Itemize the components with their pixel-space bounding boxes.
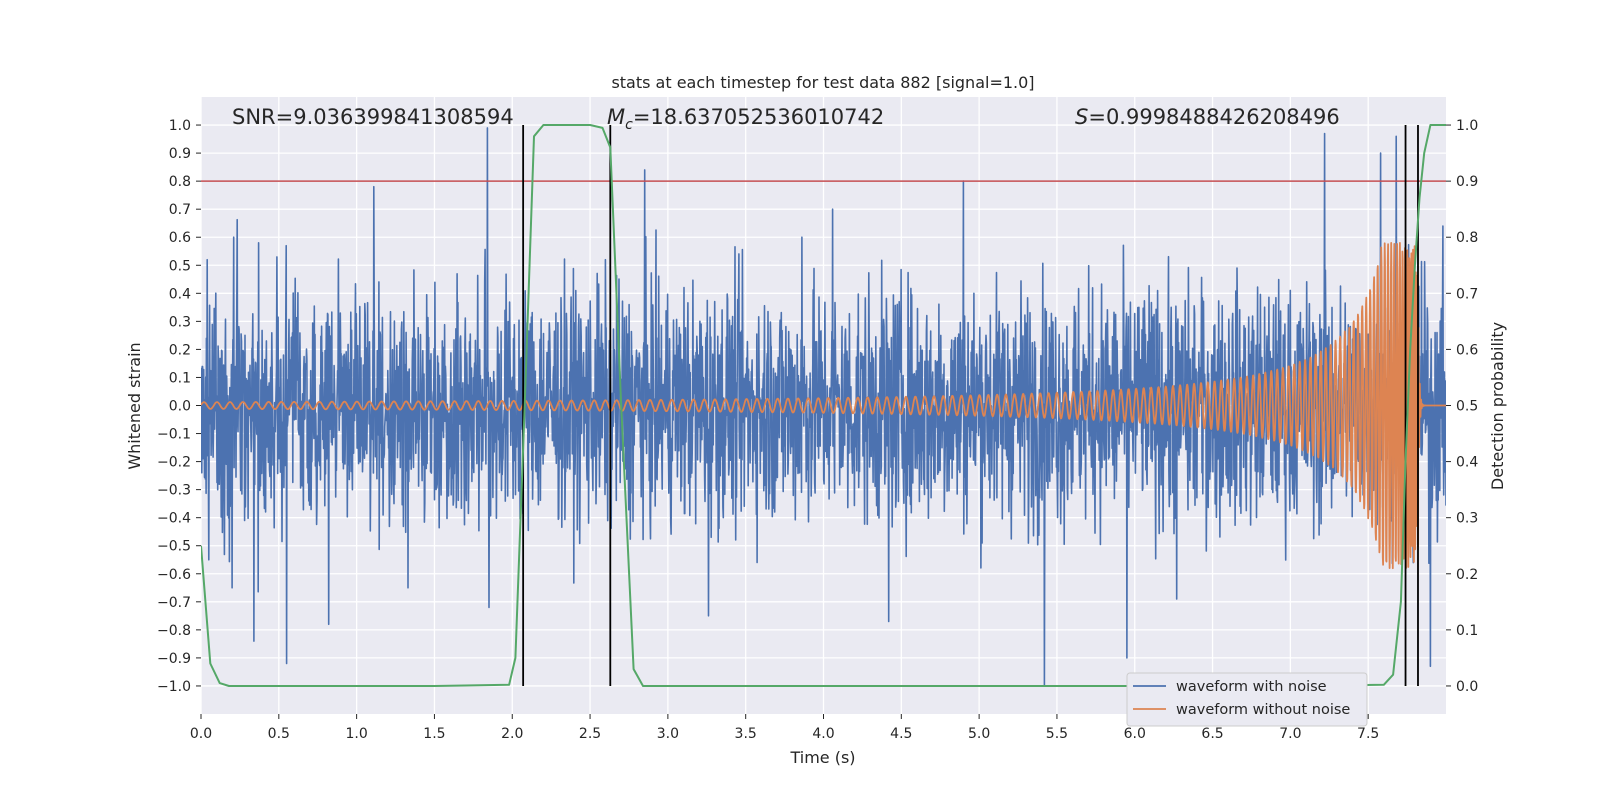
series-detection-probability xyxy=(201,124,1446,687)
y-axis-label: Whitened strain xyxy=(125,342,144,469)
y-tick-label: 0.4 xyxy=(169,286,191,302)
x-tick-label: 6.0 xyxy=(1124,726,1146,742)
score-value: =0.9998488426208496 xyxy=(1088,105,1339,129)
x-tick-label: 6.5 xyxy=(1201,726,1223,742)
x-tick-label: 2.5 xyxy=(579,726,601,742)
y-tick-label: 0.2 xyxy=(169,342,191,358)
y-tick-label: 0.1 xyxy=(169,370,191,386)
legend-box xyxy=(1126,672,1368,727)
y-tick-label: −0.9 xyxy=(157,651,191,667)
x-tick-label: 3.5 xyxy=(735,726,757,742)
y-tick-label: 0.7 xyxy=(169,202,191,218)
score-annotation: S=0.9998488426208496 xyxy=(1075,105,1340,129)
score-symbol: S xyxy=(1075,105,1088,129)
x-axis-ticks: 0.0 0.5 1.0 1.5 2.0 2.5 3.0 3.5 4.0 4.5 5.0 5.5 6.0 6… xyxy=(190,714,1379,742)
chirp-mass-subscript: c xyxy=(625,117,633,133)
y2-tick-label: 0.6 xyxy=(1456,342,1478,358)
x-tick-label: 4.0 xyxy=(812,726,834,742)
y-tick-label: 0.3 xyxy=(169,314,191,330)
y2-tick-label: 0.0 xyxy=(1456,679,1478,695)
y-tick-label: −0.8 xyxy=(157,623,191,639)
chirp-mass-value: =18.637052536010742 xyxy=(633,105,884,129)
y2-tick-label: 1.0 xyxy=(1456,118,1478,134)
legend-label-clean: waveform without noise xyxy=(1176,702,1350,718)
y-tick-label: −1.0 xyxy=(157,679,191,695)
y-tick-label: 0.5 xyxy=(169,258,191,274)
y-tick-label: −0.7 xyxy=(157,595,191,611)
y-tick-label: −0.4 xyxy=(157,511,191,527)
y2-tick-label: 0.3 xyxy=(1456,511,1478,527)
y-tick-label: −0.5 xyxy=(157,539,191,555)
x-tick-label: 5.0 xyxy=(968,726,990,742)
chirp-mass-symbol: M xyxy=(607,105,625,129)
y-tick-label: −0.3 xyxy=(157,483,191,499)
y2-axis-label: Detection probability xyxy=(1488,322,1507,490)
snr-annotation: SNR=9.036399841308594 xyxy=(232,105,514,129)
x-tick-label: 1.0 xyxy=(345,726,367,742)
y-tick-label: 1.0 xyxy=(169,118,191,134)
legend: waveform with noise waveform without noi… xyxy=(1126,672,1368,727)
y-tick-label: 0.8 xyxy=(169,174,191,190)
y-tick-label: 0.0 xyxy=(169,399,191,415)
series-waveform-without-noise xyxy=(201,242,1446,570)
y2-tick-label: 0.8 xyxy=(1456,230,1478,246)
y2-tick-label: 0.7 xyxy=(1456,286,1478,302)
x-tick-label: 7.0 xyxy=(1279,726,1301,742)
y-tick-label: 0.9 xyxy=(169,146,191,162)
x-axis-label: Time (s) xyxy=(789,748,855,767)
y-axis-ticks: 1.0 0.9 0.8 0.7 0.6 0.5 0.4 0.3 0.2 0.1 0.0 −0.1 −0.… xyxy=(157,118,201,695)
y2-tick-label: 0.5 xyxy=(1456,399,1478,415)
y-tick-label: 0.6 xyxy=(169,230,191,246)
y-tick-label: −0.1 xyxy=(157,427,191,443)
x-tick-label: 4.5 xyxy=(890,726,912,742)
y2-axis-ticks: 1.0 0.9 0.8 0.7 0.6 0.5 0.4 0.3 0.2 0.1 0.0 xyxy=(1446,118,1478,695)
legend-label-noise: waveform with noise xyxy=(1176,679,1327,695)
x-tick-label: 7.5 xyxy=(1357,726,1379,742)
y2-tick-label: 0.9 xyxy=(1456,174,1478,190)
x-tick-label: 1.5 xyxy=(423,726,445,742)
x-tick-label: 3.0 xyxy=(657,726,679,742)
y-tick-label: −0.2 xyxy=(157,455,191,471)
x-tick-label: 0.0 xyxy=(190,726,212,742)
y2-tick-label: 0.1 xyxy=(1456,623,1478,639)
chart-title: stats at each timestep for test data 882… xyxy=(611,73,1034,92)
vertical-markers xyxy=(522,125,1419,686)
x-tick-label: 5.5 xyxy=(1046,726,1068,742)
y2-tick-label: 0.2 xyxy=(1456,567,1478,583)
y2-tick-label: 0.4 xyxy=(1456,455,1478,471)
y-tick-label: −0.6 xyxy=(157,567,191,583)
chirp-mass-annotation: Mc=18.637052536010742 xyxy=(607,105,884,133)
x-tick-label: 0.5 xyxy=(268,726,290,742)
x-tick-label: 2.0 xyxy=(501,726,523,742)
